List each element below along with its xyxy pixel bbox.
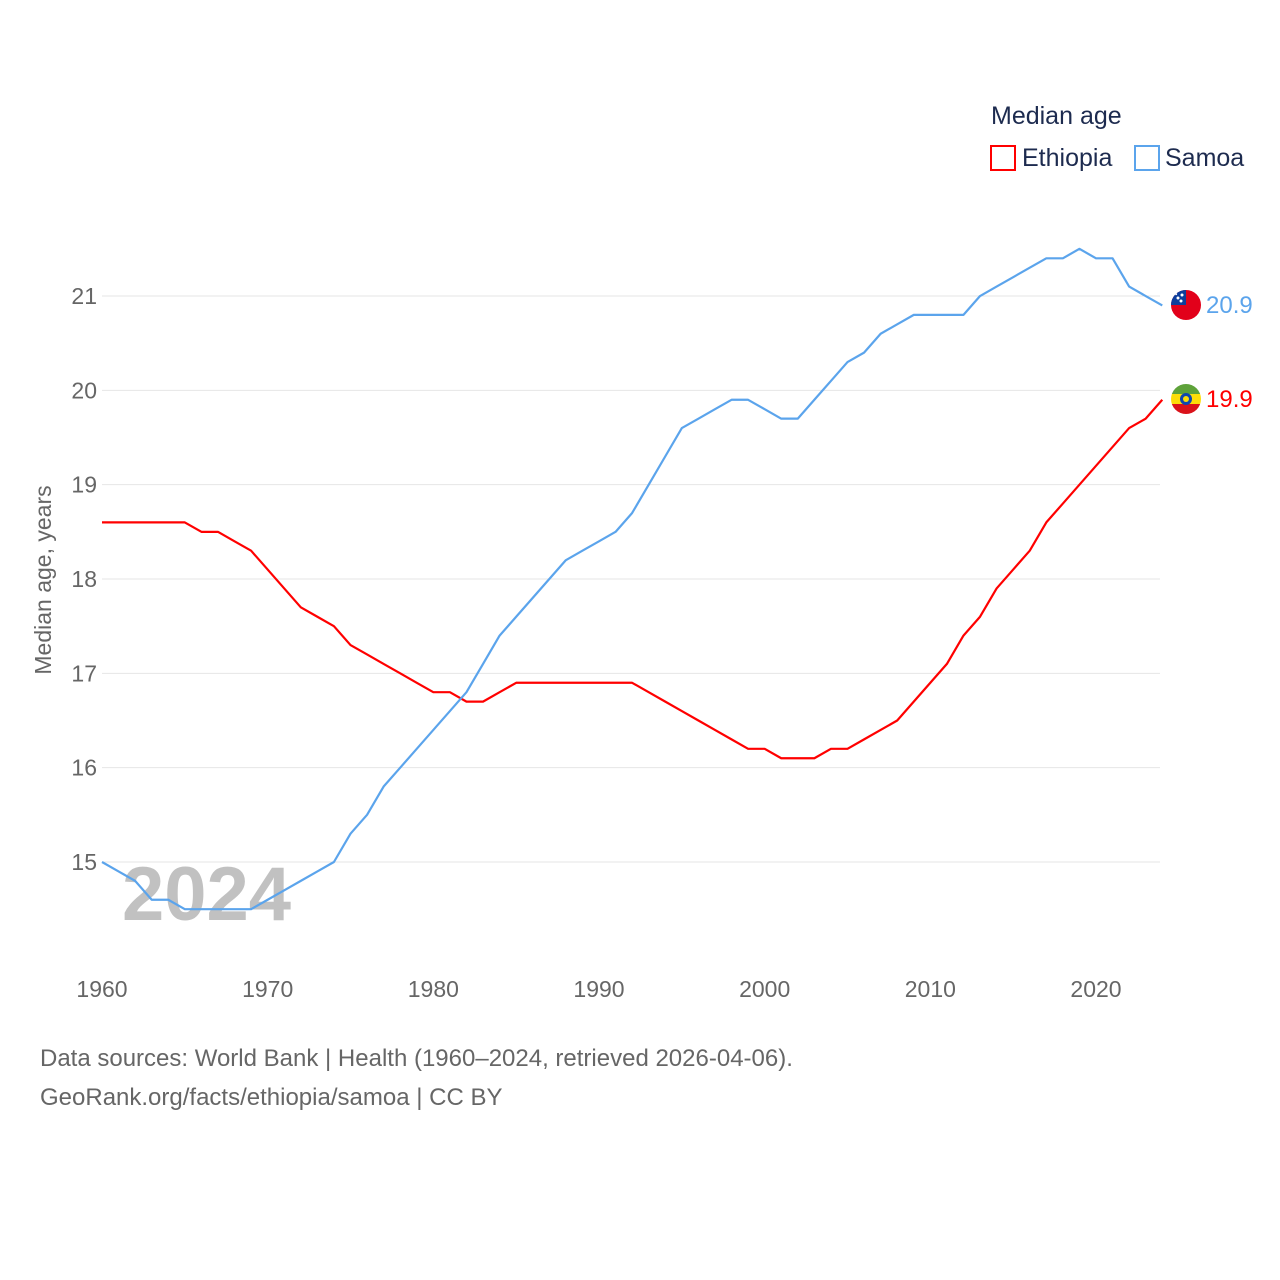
y-tick-label: 19 xyxy=(71,472,97,498)
gridlines xyxy=(102,295,1160,863)
y-tick-label: 15 xyxy=(71,849,97,875)
legend-title: Median age xyxy=(991,102,1122,130)
x-tick-label: 1990 xyxy=(573,976,624,1002)
x-tick-label: 2020 xyxy=(1070,976,1121,1002)
y-tick-label: 21 xyxy=(71,283,97,309)
legend-swatch-samoa xyxy=(1134,145,1160,171)
end-label-ethiopia: 19.9 xyxy=(1206,386,1253,413)
x-tick-label: 1970 xyxy=(242,976,293,1002)
legend-item-ethiopia[interactable]: Ethiopia xyxy=(990,144,1112,172)
x-axis-ticks: 1960 1970 1980 1990 2000 2010 2020 xyxy=(76,976,1121,1002)
y-tick-label: 16 xyxy=(71,755,97,781)
y-axis-ticks: 15 16 17 18 19 20 21 xyxy=(71,283,97,875)
y-tick-label: 20 xyxy=(71,377,97,403)
footer-attribution[interactable]: GeoRank.org/facts/ethiopia/samoa | CC BY xyxy=(40,1084,503,1111)
series-line-samoa xyxy=(101,247,1163,911)
samoa-flag-icon xyxy=(1171,290,1201,320)
legend-item-samoa[interactable]: Samoa xyxy=(1134,144,1244,172)
x-tick-label: 2000 xyxy=(739,976,790,1002)
x-tick-label: 2010 xyxy=(905,976,956,1002)
y-axis-label: Median age, years xyxy=(30,485,56,674)
year-watermark: 2024 xyxy=(122,852,291,937)
footer-sources: Data sources: World Bank | Health (1960–… xyxy=(40,1045,793,1072)
end-label-samoa: 20.9 xyxy=(1206,292,1253,319)
x-tick-label: 1960 xyxy=(76,976,127,1002)
ethiopia-flag-icon xyxy=(1171,384,1201,414)
end-labels: 19.9 20.9 xyxy=(1206,292,1253,413)
series-lines xyxy=(101,247,1164,911)
y-tick-label: 17 xyxy=(71,660,97,686)
legend-swatch-ethiopia xyxy=(990,145,1016,171)
series-line-ethiopia xyxy=(102,399,1164,760)
legend-label-ethiopia: Ethiopia xyxy=(1022,144,1112,172)
legend-label-samoa: Samoa xyxy=(1165,144,1244,172)
y-tick-label: 18 xyxy=(71,566,97,592)
x-tick-label: 1980 xyxy=(408,976,459,1002)
